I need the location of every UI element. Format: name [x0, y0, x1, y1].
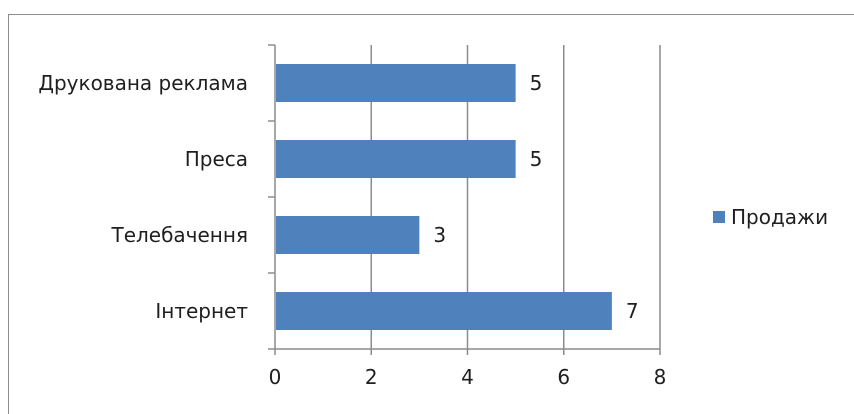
legend-swatch [713, 211, 725, 223]
legend-label: Продажи [731, 205, 828, 229]
category-label: Телебачення [110, 223, 248, 247]
x-tick-label: 8 [654, 365, 667, 389]
category-label: Інтернет [155, 299, 248, 323]
x-tick-label: 6 [557, 365, 570, 389]
data-labels: 7 3 5 5 [433, 71, 638, 323]
bar [276, 292, 612, 330]
bar [276, 216, 420, 254]
x-tick-label: 2 [365, 365, 378, 389]
x-tick-label: 4 [461, 365, 474, 389]
x-tick-label: 0 [269, 365, 282, 389]
tick-labels: 0 2 4 6 8 [269, 365, 667, 389]
bar [276, 64, 516, 102]
data-label: 7 [626, 299, 639, 323]
bar [276, 140, 516, 178]
data-label: 5 [530, 71, 543, 95]
category-label: Друкована реклама [38, 71, 248, 95]
legend: Продажи [713, 205, 828, 229]
data-label: 3 [433, 223, 446, 247]
axes [268, 44, 661, 355]
category-label: Преса [185, 147, 248, 171]
category-labels: Інтернет Телебачення Преса Друкована реклам… [38, 71, 248, 323]
chart-frame [8, 14, 854, 414]
data-label: 5 [530, 147, 543, 171]
bars [276, 64, 612, 330]
